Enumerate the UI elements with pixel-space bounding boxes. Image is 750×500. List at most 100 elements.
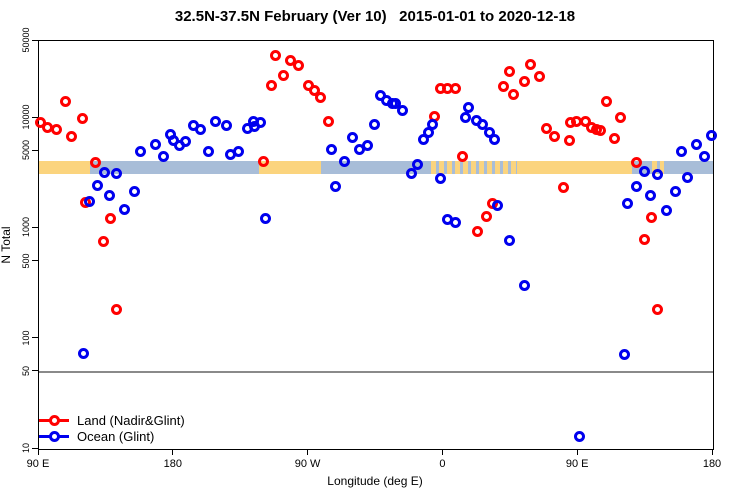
plot-area	[35, 40, 717, 450]
ocean-data-point	[389, 98, 401, 110]
y-tick-label: 50000	[21, 27, 31, 53]
land-data-point	[277, 69, 289, 81]
ocean-data-point	[434, 172, 446, 184]
ocean-data-point	[330, 181, 342, 193]
chart-title: 32.5N-37.5N February (Ver 10) 2015-01-01…	[174, 8, 576, 25]
ocean-data-point	[418, 134, 430, 146]
ocean-data-point	[99, 167, 111, 179]
ocean-data-point	[574, 430, 586, 442]
ocean-data-point	[406, 168, 418, 180]
land-data-point	[270, 50, 282, 62]
land-data-point	[595, 124, 607, 136]
y-tick	[32, 226, 38, 228]
ocean-data-point	[339, 156, 351, 168]
ocean-data-point	[220, 119, 232, 131]
ocean-data-point	[491, 199, 503, 211]
land-data-point	[90, 157, 102, 169]
land-data-point	[638, 234, 650, 246]
y-tick-label: 10	[21, 442, 31, 454]
ocean-data-point	[354, 143, 366, 155]
map-band-segment-land	[516, 161, 633, 174]
ocean-data-point	[682, 171, 694, 183]
legend: Land (Nadir&Glint) Ocean (Glint)	[39, 412, 185, 444]
land-data-point	[472, 225, 484, 237]
land-data-point	[258, 155, 270, 167]
ocean-data-point	[180, 136, 192, 148]
ocean-data-point	[449, 217, 461, 229]
legend-item-ocean: Ocean (Glint)	[39, 428, 185, 444]
land-data-point	[111, 303, 123, 315]
ocean-data-point	[476, 118, 488, 130]
ocean-data-point	[325, 143, 337, 155]
y-tick	[32, 370, 38, 372]
y-tick-label: 1000	[21, 217, 31, 238]
land-data-point	[105, 212, 117, 224]
land-data-point	[601, 96, 613, 108]
land-data-point	[457, 150, 469, 162]
x-tick	[37, 449, 39, 455]
map-band-segment-ocean	[663, 161, 713, 174]
map-band-segment-mixed	[431, 161, 517, 174]
map-band-segment-land	[259, 161, 321, 174]
x-tick-label: 90 W	[294, 458, 321, 470]
x-axis-title: Longitude (deg E)	[327, 474, 423, 488]
land-data-point	[524, 59, 536, 71]
land-data-point	[508, 89, 520, 101]
legend-label-land: Land (Nadir&Glint)	[77, 412, 185, 428]
ocean-series-symbol	[39, 428, 69, 444]
land-data-point	[631, 157, 643, 169]
ocean-data-point	[622, 197, 634, 209]
land-data-point	[652, 303, 664, 315]
ocean-data-point	[259, 213, 271, 225]
ocean-circle-icon	[49, 431, 60, 442]
x-tick-label: 180	[163, 458, 182, 470]
ocean-data-point	[118, 204, 130, 216]
x-tick	[307, 449, 309, 455]
land-series-symbol	[39, 412, 69, 428]
y-tick	[32, 260, 38, 262]
y-tick	[32, 447, 38, 449]
land-data-point	[66, 131, 78, 143]
land-data-point	[614, 111, 626, 123]
land-data-point	[76, 112, 88, 124]
land-data-point	[646, 212, 658, 224]
x-tick-label: 0	[439, 458, 446, 470]
land-data-point	[60, 96, 72, 108]
y-tick	[32, 39, 38, 41]
ocean-data-point	[210, 116, 222, 128]
y-axis-title: N Total	[0, 226, 13, 264]
land-data-point	[557, 181, 569, 193]
map-band-segment-land	[39, 161, 86, 174]
x-tick-label: 90 E	[26, 458, 50, 470]
x-tick-label: 90 E	[565, 458, 589, 470]
land-data-point	[322, 115, 334, 127]
legend-label-ocean: Ocean (Glint)	[77, 428, 155, 444]
legend-item-land: Land (Nadir&Glint)	[39, 412, 185, 428]
ocean-data-point	[644, 189, 656, 201]
land-data-point	[503, 65, 515, 77]
ocean-data-point	[195, 123, 207, 135]
ocean-data-point	[619, 348, 631, 360]
ocean-data-point	[670, 186, 682, 198]
ocean-data-point	[202, 145, 214, 157]
ocean-data-point	[518, 279, 530, 291]
ocean-data-point	[129, 186, 141, 198]
land-data-point	[541, 122, 553, 134]
reference-line-50	[39, 370, 713, 373]
ocean-data-point	[150, 138, 162, 150]
x-tick-label: 180	[702, 458, 722, 470]
land-data-point	[97, 236, 109, 248]
ocean-data-point	[488, 133, 500, 145]
y-tick	[32, 149, 38, 151]
x-tick	[172, 449, 174, 455]
ocean-data-point	[652, 168, 664, 180]
ocean-data-point	[706, 129, 717, 141]
ocean-data-point	[369, 118, 380, 130]
ocean-data-point	[676, 146, 688, 158]
y-tick-label: 500	[21, 253, 31, 269]
ocean-data-point	[157, 151, 169, 163]
ocean-data-point	[691, 138, 703, 150]
land-data-point	[449, 83, 461, 95]
land-data-point	[292, 59, 304, 71]
